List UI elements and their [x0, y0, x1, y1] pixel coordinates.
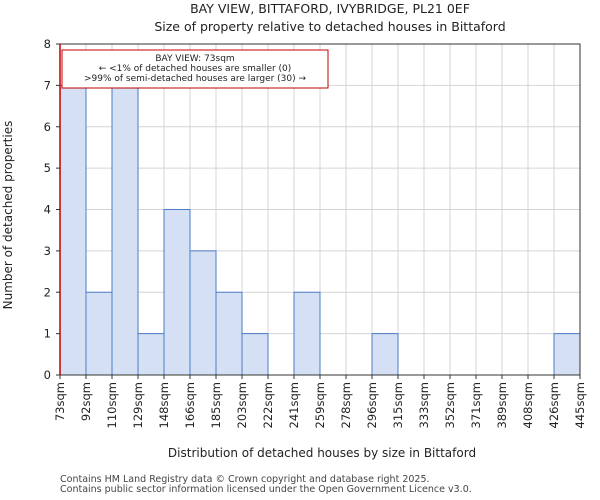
bar — [137, 333, 165, 376]
bar — [293, 291, 321, 376]
bar — [111, 84, 139, 376]
x-tick-label: 110sqm — [105, 382, 119, 428]
x-axis-label: Distribution of detached houses by size … — [168, 446, 476, 460]
y-tick-label: 6 — [44, 120, 51, 134]
x-tick-label: 241sqm — [287, 382, 301, 428]
y-tick-label: 4 — [44, 203, 51, 217]
bar — [215, 291, 243, 376]
x-tick-label: 73sqm — [53, 382, 67, 421]
y-tick-label: 2 — [44, 285, 51, 299]
x-tick-label: 389sqm — [495, 382, 509, 428]
chart-subtitle: Size of property relative to detached ho… — [154, 19, 505, 34]
annotation-line-3: >99% of semi-detached houses are larger … — [84, 74, 307, 84]
y-axis-ticks: 0 1 2 3 4 5 6 7 8 — [44, 37, 60, 382]
footer-licence: Contains public sector information licen… — [60, 484, 472, 495]
x-tick-label: 185sqm — [209, 382, 223, 428]
x-tick-label: 148sqm — [157, 382, 171, 428]
y-tick-label: 7 — [44, 78, 51, 92]
y-axis-label: Number of detached properties — [1, 121, 15, 310]
x-tick-label: 92sqm — [79, 382, 93, 421]
x-tick-label: 203sqm — [235, 382, 249, 428]
x-tick-label: 259sqm — [313, 382, 327, 428]
y-tick-label: 5 — [44, 161, 51, 175]
x-tick-label: 129sqm — [131, 382, 145, 428]
y-tick-label: 0 — [44, 368, 51, 382]
annotation-box: BAY VIEW: 73sqm ← <1% of detached houses… — [61, 49, 329, 89]
bar — [553, 333, 581, 376]
annotation-line-2: ← <1% of detached houses are smaller (0) — [99, 64, 292, 74]
bar — [189, 250, 217, 376]
footer-copyright: Contains HM Land Registry data © Crown c… — [60, 474, 430, 485]
bar — [241, 333, 269, 376]
bar — [371, 333, 399, 376]
y-tick-label: 8 — [44, 37, 51, 51]
annotation-border — [61, 49, 329, 89]
y-tick-label: 3 — [44, 244, 51, 258]
x-tick-label: 166sqm — [183, 382, 197, 428]
x-axis-ticks: 73sqm 92sqm 110sqm 129sqm 148sqm 166sqm 185sqm… — [53, 375, 587, 428]
x-tick-label: 222sqm — [261, 382, 275, 428]
x-tick-label: 352sqm — [443, 382, 457, 428]
bar — [163, 209, 191, 376]
bar — [85, 291, 113, 376]
annotation-line-1: BAY VIEW: 73sqm — [155, 54, 234, 64]
x-tick-label: 296sqm — [365, 382, 379, 428]
x-tick-label: 445sqm — [573, 382, 587, 428]
y-tick-label: 1 — [44, 327, 51, 341]
x-tick-label: 426sqm — [547, 382, 561, 428]
bars-layer — [59, 84, 581, 376]
x-tick-label: 408sqm — [521, 382, 535, 428]
x-tick-label: 333sqm — [417, 382, 431, 428]
chart-title: BAY VIEW, BITTAFORD, IVYBRIDGE, PL21 0EF — [190, 1, 470, 16]
bar — [59, 84, 87, 376]
x-tick-label: 315sqm — [391, 382, 405, 428]
x-tick-label: 371sqm — [469, 382, 483, 428]
x-tick-label: 278sqm — [339, 382, 353, 428]
